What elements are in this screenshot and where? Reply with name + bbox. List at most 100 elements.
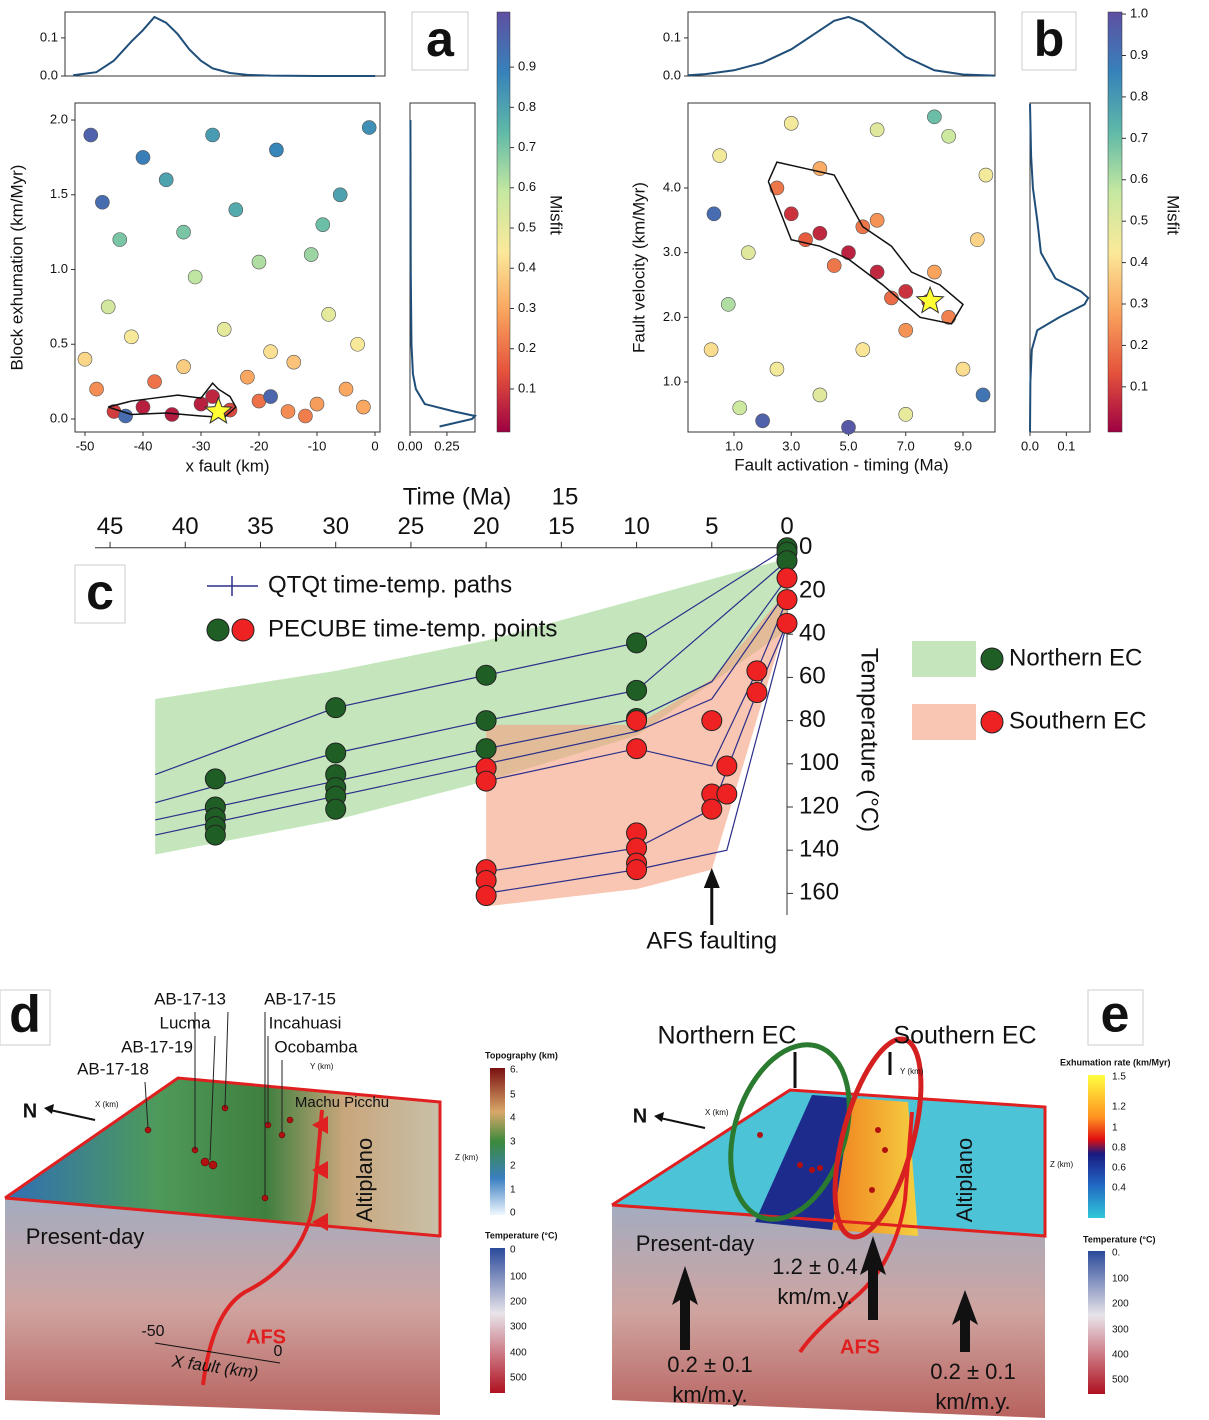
colorbar [1088,1251,1105,1394]
pecube-point [626,710,648,732]
qtqt-path [486,623,788,894]
point [89,381,104,397]
sample-label: Machu Picchu [295,1094,389,1111]
point [927,264,942,280]
x-tick-label: -40 [134,438,153,453]
x-tick-label: 35 [247,513,274,540]
pecube-point [776,589,798,611]
point [841,419,856,435]
point [741,245,756,260]
y-tick-label: 100 [799,749,839,776]
colorbar-tick: 0 [510,1208,516,1219]
colorbar-tick: 200 [1112,1299,1129,1310]
y-axis-label: Block exhumation (km/Myr) [7,165,26,371]
point [118,408,133,424]
legend-label: Southern EC [1009,707,1146,734]
pecube-point [325,697,347,719]
fault-tick [312,1116,328,1134]
colorbar-tick: 500 [1112,1375,1129,1386]
rate-unit: km/m.y. [935,1389,1010,1414]
panel-label-box [74,564,126,624]
best-fit-star [203,396,234,424]
y-tick-label: 2.0 [663,309,681,324]
x-tick-label: 5 [705,513,718,540]
point [251,254,267,270]
colorbar-tick-label: 0.4 [1130,254,1148,269]
colorbar-tick: 1.5 [1112,1072,1126,1083]
fault-axis [154,1342,281,1364]
y-tick-label: 0.0 [663,67,681,82]
density-line [688,15,995,77]
pecube-point [204,824,226,846]
point [898,284,914,299]
point [158,172,174,188]
y-tick-label: 160 [799,879,839,906]
legend-marker [980,647,1004,671]
legend-marker [980,710,1004,734]
envelope [155,558,787,855]
x-tick-label: 0.25 [434,438,459,453]
y-tick-label: 0.0 [40,67,58,82]
panel-label-box [1021,11,1077,71]
legend-band [912,641,976,677]
colorbar-tick-label: 0.1 [518,380,536,395]
legend-band [912,704,976,740]
sample-label: AB-17-19 [121,1037,193,1056]
y-tick-label: 60 [799,663,826,690]
x-tick-label: 1.0 [725,438,743,453]
x-tick-label: 20 [473,513,500,540]
point [869,213,885,228]
colorbar-tick-label: 0.9 [518,59,536,74]
point [187,269,203,285]
pecube-point [701,710,723,732]
annotation: AFS faulting [646,927,777,954]
point [205,389,220,404]
point [321,307,336,322]
north-ellipse [728,1042,852,1222]
plot-frame [687,11,996,77]
pecube-point [475,664,497,686]
point [338,381,354,397]
y-axis-label: Temperature (°C) [856,648,883,832]
colorbar-title: Temperature (°C) [1083,1234,1155,1244]
point [361,120,377,135]
sample-label: Ocobamba [274,1037,358,1056]
point [712,148,727,163]
point [298,408,313,424]
colorbar-tick-label: 0.2 [518,340,536,355]
colorbar-tick-label: 0.3 [518,300,536,315]
y-tick-label: 0 [799,533,812,560]
x-tick-label: 0.00 [397,438,422,453]
point [280,404,296,419]
pecube-point [626,859,648,881]
colorbar-tick-label: 0.7 [1130,130,1148,145]
colorbar-tick-label: 0.4 [518,260,536,275]
block-front [5,1198,440,1415]
point [269,142,284,158]
sample-label: Lucma [159,1013,211,1032]
colorbar [496,11,511,433]
colorbar-title: Exhumation rate (km/Myr) [1060,1057,1171,1067]
pecube-point [475,710,497,732]
colorbar-tick: 1 [510,1185,516,1196]
point [978,167,994,183]
x-tick-label: 0.0 [1021,438,1039,453]
x-tick-label: -10 [308,438,327,453]
point [927,109,942,125]
sample-label: Incahuasi [269,1013,342,1032]
point [356,399,371,415]
fault-axis-start: -50 [141,1323,164,1340]
x-tick-label: -50 [76,438,95,453]
north-arrow-head [654,1112,664,1122]
y-tick-label: 0.1 [663,29,681,44]
pecube-point [325,798,347,820]
panel-label: e [1101,986,1130,1044]
colorbar-tick: 0 [510,1245,516,1256]
x-tick-label: -20 [250,438,269,453]
pecube-point [475,770,497,792]
colorbar-title: Topography (km) [485,1050,558,1060]
colorbar-tick: 3 [510,1137,516,1148]
panel-e: e Northern EC Southern EC N Altiplano Pr… [611,986,1171,1418]
colorbar-tick-label: 0.6 [518,179,536,194]
qtqt-path [155,590,788,836]
